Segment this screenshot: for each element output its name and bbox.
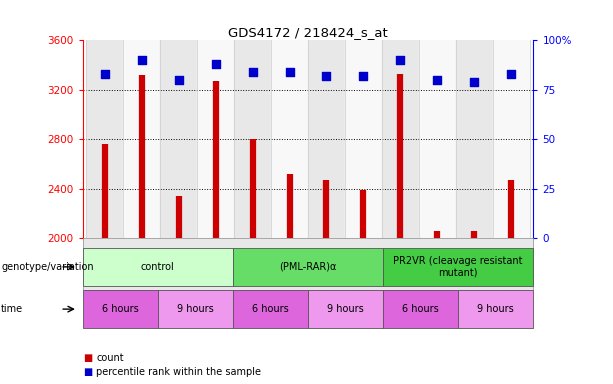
- Bar: [382, 40, 419, 238]
- Point: [506, 71, 516, 77]
- Bar: [234, 40, 271, 238]
- Point: [432, 77, 442, 83]
- Bar: [493, 40, 530, 238]
- Point: [470, 79, 479, 85]
- Text: 9 hours: 9 hours: [177, 304, 214, 314]
- Bar: [197, 40, 234, 238]
- Point: [100, 71, 110, 77]
- Bar: [271, 40, 308, 238]
- Point: [284, 69, 294, 75]
- Point: [137, 57, 147, 63]
- Text: genotype/variation: genotype/variation: [1, 262, 94, 272]
- Text: 6 hours: 6 hours: [102, 304, 139, 314]
- Bar: [345, 40, 382, 238]
- Point: [322, 73, 332, 79]
- Text: control: control: [141, 262, 175, 272]
- Text: time: time: [1, 304, 23, 314]
- Bar: [419, 40, 455, 238]
- Point: [395, 57, 405, 63]
- Bar: [86, 40, 123, 238]
- Text: 6 hours: 6 hours: [252, 304, 289, 314]
- Text: 9 hours: 9 hours: [478, 304, 514, 314]
- Text: 9 hours: 9 hours: [327, 304, 364, 314]
- Text: PR2VR (cleavage resistant
mutant): PR2VR (cleavage resistant mutant): [394, 256, 523, 278]
- Text: 6 hours: 6 hours: [402, 304, 439, 314]
- Bar: [455, 40, 493, 238]
- Text: ■: ■: [83, 367, 92, 377]
- Point: [359, 73, 368, 79]
- Bar: [308, 40, 345, 238]
- Point: [211, 61, 221, 67]
- Point: [174, 77, 184, 83]
- Bar: [123, 40, 161, 238]
- Text: count: count: [96, 353, 124, 363]
- Point: [248, 69, 257, 75]
- Text: percentile rank within the sample: percentile rank within the sample: [96, 367, 261, 377]
- Title: GDS4172 / 218424_s_at: GDS4172 / 218424_s_at: [228, 26, 388, 39]
- Bar: [161, 40, 197, 238]
- Text: ■: ■: [83, 353, 92, 363]
- Text: (PML-RAR)α: (PML-RAR)α: [280, 262, 337, 272]
